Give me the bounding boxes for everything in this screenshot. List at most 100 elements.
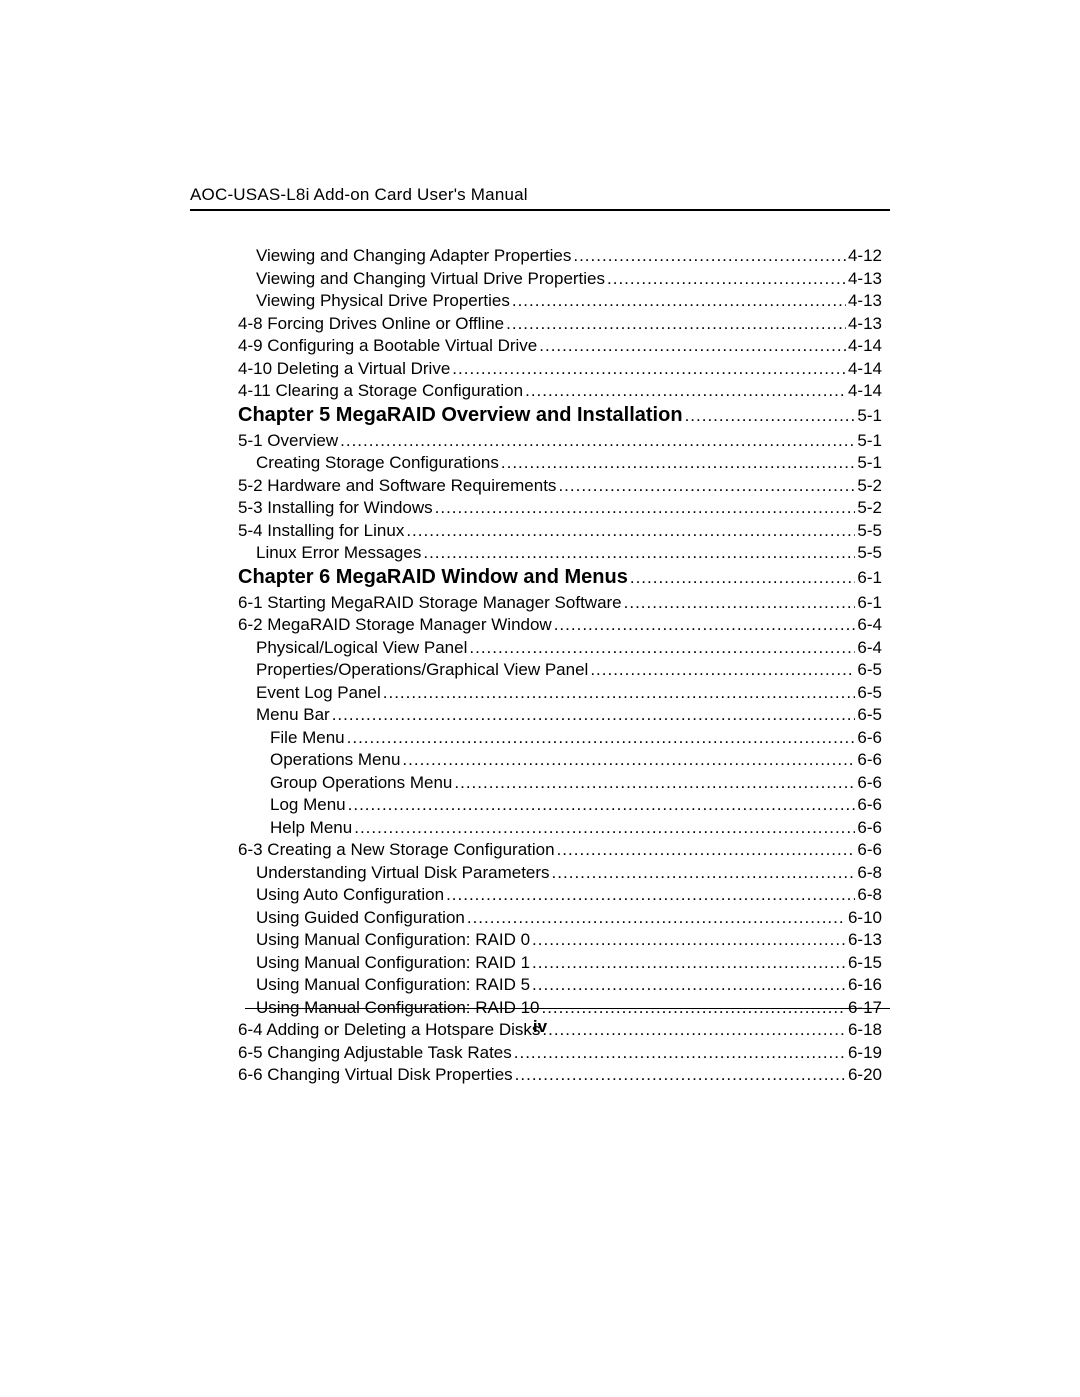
toc-leader-dots bbox=[532, 954, 846, 971]
toc-leader-dots bbox=[402, 751, 855, 768]
toc-page-number: 4-13 bbox=[848, 292, 882, 309]
toc-label: Using Manual Configuration: RAID 5 bbox=[256, 976, 530, 993]
toc-entry: Using Manual Configuration: RAID 5 6-16 bbox=[238, 976, 882, 993]
toc-leader-dots bbox=[354, 819, 855, 836]
toc-leader-dots bbox=[552, 864, 856, 881]
toc-page-number: 6-6 bbox=[857, 841, 882, 858]
toc-page-number: 6-6 bbox=[857, 751, 882, 768]
toc-leader-dots bbox=[423, 544, 855, 561]
toc-leader-dots bbox=[554, 616, 856, 633]
toc-page-number: 6-5 bbox=[857, 661, 882, 678]
toc-label: Using Guided Configuration bbox=[256, 909, 465, 926]
toc-leader-dots bbox=[624, 594, 856, 611]
toc-entry: Log Menu6-6 bbox=[238, 796, 882, 813]
toc-label: Linux Error Messages bbox=[256, 544, 421, 561]
toc-entry: Using Manual Configuration: RAID 10 6-17 bbox=[238, 999, 882, 1016]
toc-entry: 4-8 Forcing Drives Online or Offline4-13 bbox=[238, 315, 882, 332]
toc-entry: 5-4 Installing for Linux 5-5 bbox=[238, 522, 882, 539]
toc-label: Operations Menu bbox=[270, 751, 400, 768]
toc-entry: Understanding Virtual Disk Parameters6-8 bbox=[238, 864, 882, 881]
toc-page-number: 6-20 bbox=[848, 1066, 882, 1083]
toc-entry: Viewing and Changing Virtual Drive Prope… bbox=[238, 270, 882, 287]
toc-entry: Viewing and Changing Adapter Properties 4… bbox=[238, 247, 882, 264]
toc-page-number: 6-4 bbox=[857, 616, 882, 633]
toc-entry: Operations Menu 6-6 bbox=[238, 751, 882, 768]
toc-leader-dots bbox=[348, 796, 856, 813]
toc-leader-dots bbox=[515, 1066, 846, 1083]
toc-label: Viewing and Changing Adapter Properties bbox=[256, 247, 571, 264]
toc-entry: Event Log Panel6-5 bbox=[238, 684, 882, 701]
toc-leader-dots bbox=[557, 841, 856, 858]
toc-page-number: 6-6 bbox=[857, 729, 882, 746]
toc-label: 5-3 Installing for Windows bbox=[238, 499, 433, 516]
toc-leader-dots bbox=[435, 499, 856, 516]
toc-entry: 5-1 Overview 5-1 bbox=[238, 432, 882, 449]
toc-page-number: 6-1 bbox=[857, 569, 882, 586]
toc-leader-dots bbox=[446, 886, 855, 903]
toc-leader-dots bbox=[685, 405, 856, 425]
toc-label: 6-1 Starting MegaRAID Storage Manager So… bbox=[238, 594, 622, 611]
toc-label: Physical/Logical View Panel bbox=[256, 639, 467, 656]
toc-page-number: 6-4 bbox=[857, 639, 882, 656]
toc-page-number: 6-17 bbox=[848, 999, 882, 1016]
toc-label: 4-9 Configuring a Bootable Virtual Drive bbox=[238, 337, 537, 354]
toc-page-number: 6-10 bbox=[848, 909, 882, 926]
toc-entry: Linux Error Messages5-5 bbox=[238, 544, 882, 561]
toc-entry: Using Manual Configuration: RAID 0 6-13 bbox=[238, 931, 882, 948]
toc-entry: Properties/Operations/Graphical View Pan… bbox=[238, 661, 882, 678]
toc-entry: 5-2 Hardware and Software Requirements5-… bbox=[238, 477, 882, 494]
toc-label: 6-3 Creating a New Storage Configuration bbox=[238, 841, 555, 858]
toc-entry: Group Operations Menu 6-6 bbox=[238, 774, 882, 791]
toc-label: Using Manual Configuration: RAID 10 bbox=[256, 999, 539, 1016]
toc-leader-dots bbox=[383, 684, 856, 701]
toc-page-number: 5-1 bbox=[857, 454, 882, 471]
toc-leader-dots bbox=[532, 931, 846, 948]
toc-page-number: 5-5 bbox=[857, 522, 882, 539]
toc-page-number: 6-6 bbox=[857, 774, 882, 791]
toc-label: 5-1 Overview bbox=[238, 432, 338, 449]
toc-label: Using Auto Configuration bbox=[256, 886, 444, 903]
toc-page-number: 4-14 bbox=[848, 382, 882, 399]
toc-entry: 5-3 Installing for Windows 5-2 bbox=[238, 499, 882, 516]
toc-page-number: 4-14 bbox=[848, 337, 882, 354]
toc-label: Creating Storage Configurations bbox=[256, 454, 499, 471]
toc-page-number: 6-1 bbox=[857, 594, 882, 611]
toc-label: Understanding Virtual Disk Parameters bbox=[256, 864, 550, 881]
toc-label: 6-2 MegaRAID Storage Manager Window bbox=[238, 616, 552, 633]
toc-label: Using Manual Configuration: RAID 0 bbox=[256, 931, 530, 948]
toc-page-number: 6-6 bbox=[857, 796, 882, 813]
toc-page-number: 4-12 bbox=[848, 247, 882, 264]
toc-entry: Using Auto Configuration6-8 bbox=[238, 886, 882, 903]
toc-page-number: 4-14 bbox=[848, 360, 882, 377]
toc-leader-dots bbox=[340, 432, 855, 449]
toc-leader-dots bbox=[506, 315, 846, 332]
toc-page-number: 5-1 bbox=[857, 432, 882, 449]
toc-label: Group Operations Menu bbox=[270, 774, 452, 791]
toc-entry: File Menu6-6 bbox=[238, 729, 882, 746]
toc-page-number: 6-13 bbox=[848, 931, 882, 948]
toc-leader-dots bbox=[469, 639, 855, 656]
toc-entry: 6-1 Starting MegaRAID Storage Manager So… bbox=[238, 594, 882, 611]
toc-leader-dots bbox=[514, 1044, 846, 1061]
toc-label: Properties/Operations/Graphical View Pan… bbox=[256, 661, 588, 678]
toc-label: Chapter 6 MegaRAID Window and Menus bbox=[238, 567, 628, 587]
toc-label: 5-4 Installing for Linux bbox=[238, 522, 404, 539]
toc-leader-dots bbox=[539, 337, 846, 354]
toc-label: 6-6 Changing Virtual Disk Properties bbox=[238, 1066, 513, 1083]
toc-page-number: 5-1 bbox=[857, 407, 882, 424]
toc-label: 4-10 Deleting a Virtual Drive bbox=[238, 360, 450, 377]
toc-label: Help Menu bbox=[270, 819, 352, 836]
toc-leader-dots bbox=[525, 382, 846, 399]
table-of-contents: Viewing and Changing Adapter Properties 4… bbox=[190, 247, 890, 1083]
toc-page-number: 5-2 bbox=[857, 499, 882, 516]
toc-leader-dots bbox=[532, 976, 846, 993]
toc-leader-dots bbox=[573, 247, 846, 264]
toc-leader-dots bbox=[467, 909, 846, 926]
toc-entry: Viewing Physical Drive Properties4-13 bbox=[238, 292, 882, 309]
footer-rule bbox=[245, 1008, 890, 1009]
toc-page-number: 6-16 bbox=[848, 976, 882, 993]
toc-chapter: Chapter 5 MegaRAID Overview and Installa… bbox=[238, 405, 882, 425]
toc-label: Using Manual Configuration: RAID 1 bbox=[256, 954, 530, 971]
toc-label: 4-8 Forcing Drives Online or Offline bbox=[238, 315, 504, 332]
toc-label: 5-2 Hardware and Software Requirements bbox=[238, 477, 556, 494]
